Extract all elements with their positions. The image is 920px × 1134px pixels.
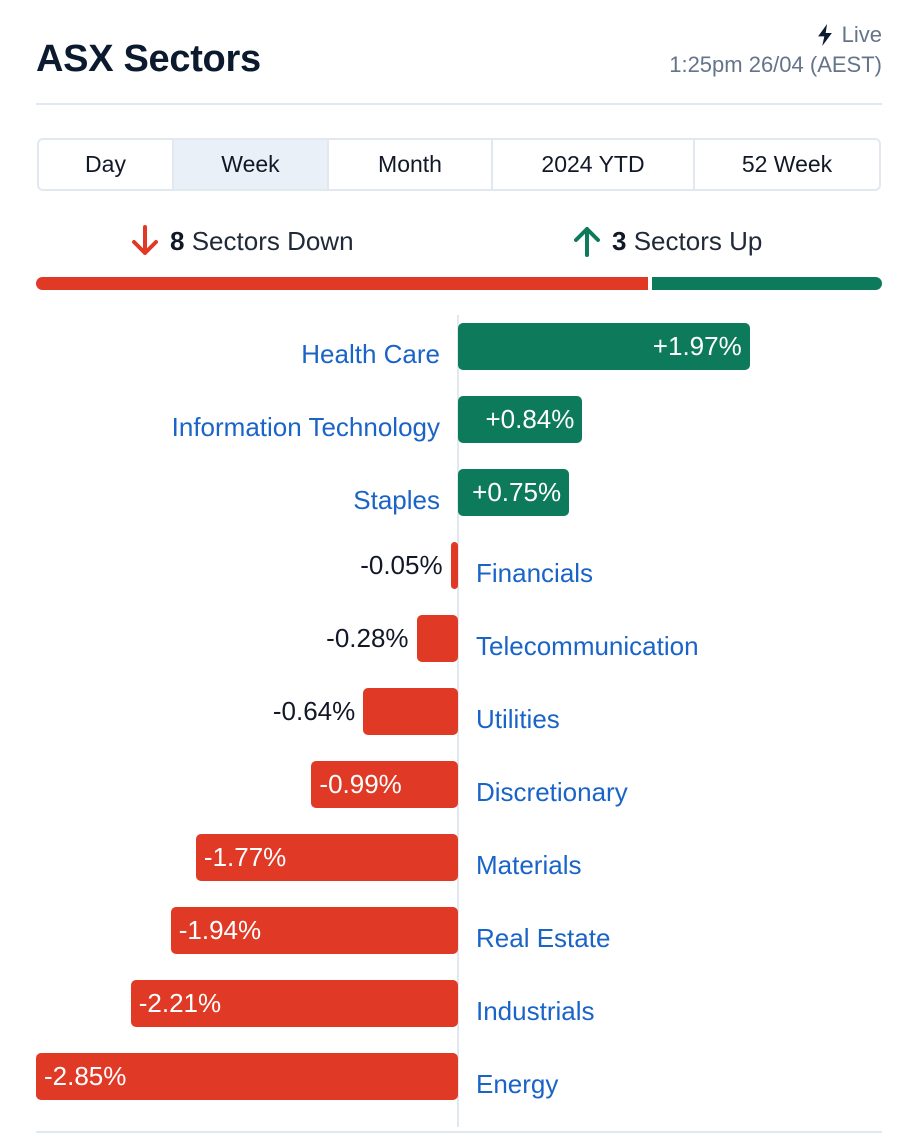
live-indicator: Live <box>816 22 882 48</box>
sector-link-staples[interactable]: Staples <box>353 485 440 515</box>
value-label-utilities: -0.64% <box>272 696 356 726</box>
sector-link-energy[interactable]: Energy <box>476 1069 559 1099</box>
value-label-financials: -0.05% <box>360 550 443 580</box>
value-label-energy: -2.85% <box>44 1061 127 1091</box>
bar-telecommunication <box>416 615 458 662</box>
header-divider <box>36 103 882 105</box>
sectors-down-count: 8 <box>170 225 185 256</box>
sector-link-telecommunication[interactable]: Telecommunication <box>476 631 699 661</box>
bar-health-care <box>458 323 750 370</box>
bar-financials <box>450 542 458 589</box>
sector-link-financials[interactable]: Financials <box>476 558 594 588</box>
value-label-industrials: -2.21% <box>138 988 222 1018</box>
tab-day[interactable]: Day <box>39 140 174 189</box>
tab-week[interactable]: Week <box>174 140 329 189</box>
sector-link-discretionary[interactable]: Discretionary <box>476 777 628 807</box>
bar-information-technology <box>458 396 583 443</box>
sector-link-information-technology[interactable]: Information Technology <box>171 412 440 442</box>
footer-divider <box>36 1131 882 1133</box>
sector-link-materials[interactable]: Materials <box>476 850 582 880</box>
live-label: Live <box>841 22 882 47</box>
arrow-up-icon <box>574 227 600 257</box>
sectors-up-count: 3 <box>612 225 627 256</box>
arrow-down-icon <box>132 225 158 255</box>
sectors-down-text: Sectors Down <box>191 225 354 256</box>
value-label-information-technology: +0.84% <box>485 404 575 434</box>
zero-axis-line <box>457 315 459 1127</box>
value-label-discretionary: -0.99% <box>319 769 402 799</box>
sector-link-industrials[interactable]: Industrials <box>476 996 595 1026</box>
tab-52-week[interactable]: 52 Week <box>741 151 833 177</box>
period-tabs: Day Week Month 2024 YTD 52 Week <box>37 138 881 191</box>
tab-month[interactable]: Month <box>329 140 493 189</box>
bar-materials <box>195 834 458 881</box>
timestamp: 1:25pm 26/04 (AEST) <box>669 52 882 77</box>
sector-link-health-care[interactable]: Health Care <box>301 339 440 369</box>
bar-staples <box>458 469 570 516</box>
bar-utilities <box>363 688 458 735</box>
lightning-icon <box>817 24 832 46</box>
value-label-telecommunication: -0.28% <box>326 623 409 653</box>
page-title: ASX Sectors <box>36 38 261 80</box>
bar-industrials <box>130 980 458 1027</box>
value-label-health-care: +1.97% <box>652 331 742 361</box>
bar-energy <box>36 1053 458 1100</box>
bar-discretionary <box>311 761 458 808</box>
sector-link-utilities[interactable]: Utilities <box>476 704 560 734</box>
bar-real-estate <box>170 907 458 954</box>
tab-2024-ytd[interactable]: 2024 YTD <box>493 140 695 189</box>
sectors-up-text: Sectors Up <box>633 225 763 256</box>
ratio-bar-down <box>36 277 649 290</box>
value-label-real-estate: -1.94% <box>178 915 262 945</box>
sectors-down-summary: 8 Sectors Down <box>130 224 354 258</box>
up-down-ratio-bar <box>36 277 882 290</box>
value-label-materials: -1.77% <box>203 842 287 872</box>
sector-link-real-estate[interactable]: Real Estate <box>476 923 611 953</box>
ratio-bar-up <box>652 277 882 290</box>
value-label-staples: +0.75% <box>472 477 562 507</box>
sectors-up-summary: 3 Sectors Up <box>572 224 762 258</box>
